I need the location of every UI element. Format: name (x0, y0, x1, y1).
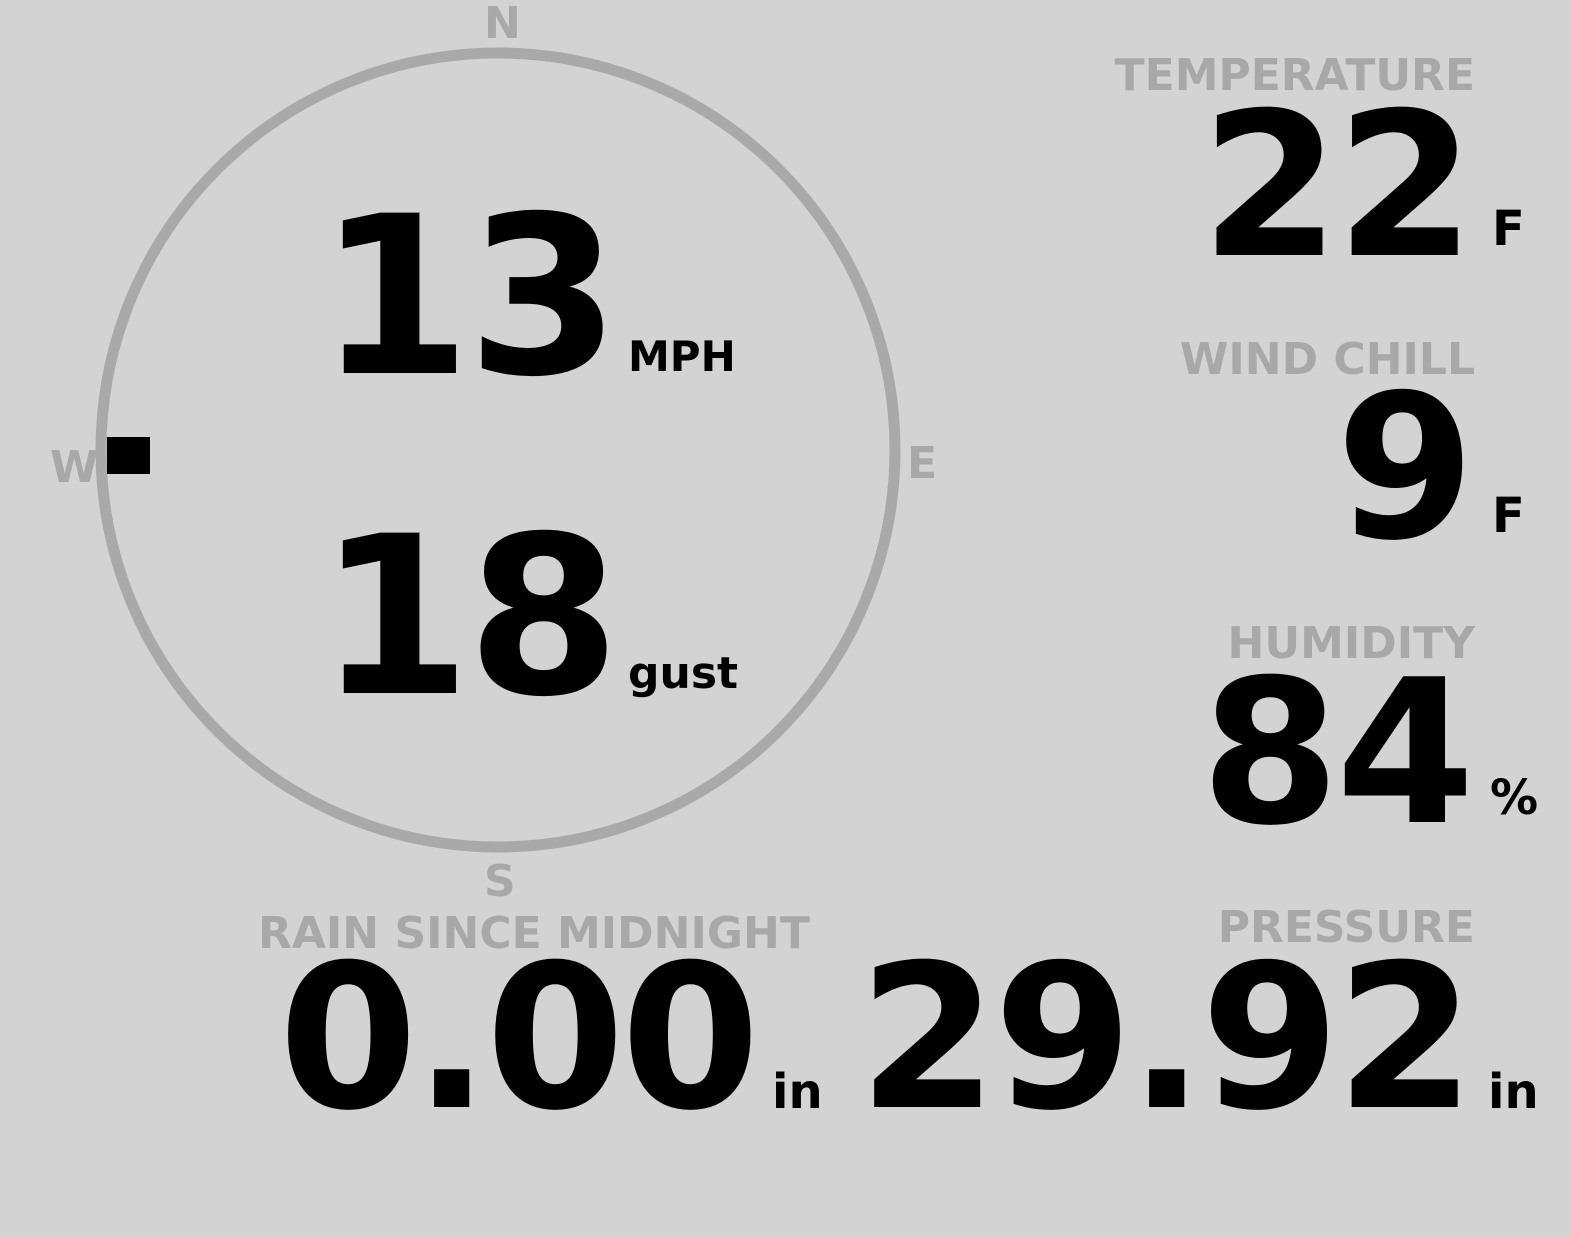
pressure-unit: in (1488, 1064, 1539, 1120)
wind-speed-unit: MPH (628, 332, 736, 381)
rain-value: 0.00 (278, 922, 760, 1155)
wind-gust-value: 18 (318, 489, 620, 745)
wind-chill-label: WIND CHILL (1179, 334, 1475, 385)
humidity-label: HUMIDITY (1227, 618, 1475, 669)
wind-speed-value: 13 (318, 169, 620, 425)
compass-north: N (484, 0, 521, 49)
temperature-label: TEMPERATURE (1114, 50, 1475, 101)
humidity-value: 84 (1200, 637, 1475, 870)
compass-ring (95, 47, 901, 853)
pressure-label: PRESSURE (1217, 902, 1475, 953)
pressure-value: 29.92 (858, 922, 1475, 1155)
compass-south: S (484, 856, 516, 907)
temperature-value: 22 (1200, 70, 1475, 303)
temperature-unit: F (1492, 201, 1525, 257)
wind-chill-unit: F (1492, 488, 1525, 544)
rain-label: RAIN SINCE MIDNIGHT (258, 908, 810, 959)
wind-chill-value: 9 (1335, 352, 1475, 585)
compass-west: W (50, 442, 99, 493)
compass-east: E (907, 438, 938, 489)
wind-direction-marker (107, 437, 150, 474)
humidity-unit: % (1490, 770, 1539, 826)
wind-gust-unit: gust (628, 648, 739, 699)
rain-unit: in (772, 1064, 823, 1120)
